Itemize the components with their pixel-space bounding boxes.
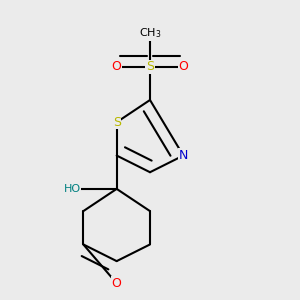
- Text: N: N: [178, 149, 188, 162]
- Text: HO: HO: [63, 184, 81, 194]
- Text: S: S: [146, 60, 154, 73]
- Text: O: O: [112, 277, 122, 290]
- Text: O: O: [178, 60, 188, 73]
- Text: CH$_3$: CH$_3$: [139, 26, 161, 40]
- Text: O: O: [112, 60, 122, 73]
- Text: S: S: [113, 116, 121, 129]
